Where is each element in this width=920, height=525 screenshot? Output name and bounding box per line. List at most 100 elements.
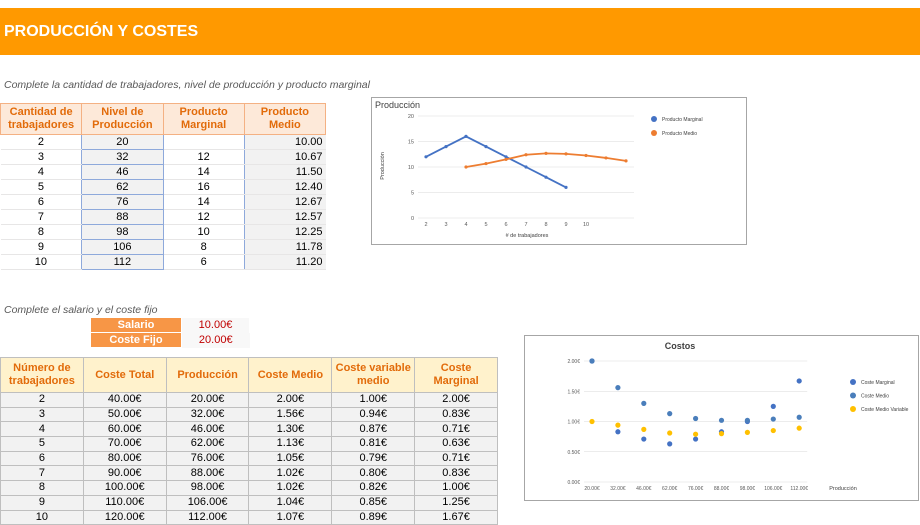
point [641,436,647,442]
cell: Coste Fijo [90,332,182,348]
x-tick-label: 88.00€ [714,486,730,492]
cell: 20.00€ [181,332,250,348]
point [744,429,750,435]
row: 7 90.00€ 88.00€ 1.02€ 0.80€ 0.83€ [0,465,498,482]
chart-title: Costos [665,341,696,351]
row: 10 120.00€ 112.00€ 1.07€ 0.89€ 1.67€ [0,509,498,525]
cell: 2 [0,392,84,408]
line [425,135,567,189]
cell: 60.00€ [82,421,167,438]
instruction: Complete la cantidad de trabajadores, ni… [4,79,370,91]
cell: 14 [162,164,245,180]
point [615,422,621,428]
cell: Salario [90,317,182,333]
legend-label: Producto Medio [662,131,697,137]
cell: 11.50 [244,164,326,180]
y-axis-label: Producción [380,152,386,180]
y-tick-label: 1.00€ [567,420,580,426]
y-tick-label: 0.00€ [567,480,580,486]
point-marker [444,145,448,149]
cell: 98.00€ [165,480,250,496]
x-tick-label: 3 [444,222,447,228]
legend-marker [651,116,657,122]
cell [162,134,245,150]
cell: 9 [0,494,84,511]
point-marker [484,145,488,149]
inputs-table: Salario 10.00€ Coste Fijo 20.00€ [90,317,250,348]
row: 6 80.00€ 76.00€ 1.05€ 0.79€ 0.71€ [0,450,498,467]
point [693,415,699,422]
point-marker [504,157,508,161]
cell: 10 [162,224,245,240]
cell: 100.00€ [82,480,167,496]
point [770,416,776,422]
y-tick-label: 15 [408,140,414,146]
cell: 11.78 [244,239,326,255]
cell: 50.00€ [82,406,167,423]
legend-marker [850,379,856,385]
cell: 4 [0,421,84,438]
cell: 0.87€ [331,421,416,438]
cell: 0.89€ [331,509,416,525]
row: 9 106 8 11.78 [0,239,326,255]
cell: 12.40 [244,179,326,195]
x-tick-label: 10 [583,222,589,228]
cell: 10 [0,254,82,270]
legend-marker [850,392,856,399]
cell: 1.04€ [248,494,333,511]
cell: 0.83€ [414,406,498,423]
cell: 16 [162,179,245,195]
cell: 88.00€ [165,465,250,482]
point-marker [524,165,528,169]
cell: 76 [81,194,164,210]
row: 8 98 10 12.25 [0,224,326,240]
point [796,378,802,384]
column-header: Coste Medio [248,357,333,393]
point-marker [424,155,428,159]
cell: 112.00€ [165,509,250,525]
point [667,441,673,447]
row: 3 50.00€ 32.00€ 1.56€ 0.94€ 0.83€ [0,406,498,423]
cell: 20.00€ [165,392,250,408]
cell: 112 [81,254,164,270]
cell: 10 [0,509,84,525]
row: 4 46 14 11.50 [0,164,326,180]
legend-label: Producto Marginal [662,117,703,123]
point-marker [584,153,588,158]
cell: 10.67 [244,149,326,165]
x-tick-label: 7 [524,222,527,228]
cell: 10.00€ [181,317,250,333]
point-marker [624,159,628,163]
y-tick-label: 1.50€ [567,389,580,395]
cost-table: Número de trabajadores Coste Total Producc… [0,357,498,525]
cell: 98 [81,224,164,240]
x-tick-label: 112.00€ [790,486,808,492]
legend-marker [850,406,856,412]
legend-label: Coste Marginal [861,380,895,386]
cell: 12.57 [244,209,326,225]
cell: 32 [81,149,164,165]
row: 3 32 12 10.67 [0,149,326,165]
point-marker [604,156,608,160]
cell: 0.79€ [331,450,416,467]
row: Salario 10.00€ [90,317,250,333]
point-marker [564,185,568,189]
x-axis-label: # de trabajadores [506,233,549,239]
point-marker [464,165,468,169]
cell: 110.00€ [82,494,167,511]
cost-chart: Costos 0.00€ 0.50€ 1.00€ 1.50€ 2.00€ 20.00€ 32.… [524,335,919,501]
x-tick-label: 4 [464,222,467,228]
row: Coste Fijo 20.00€ [90,332,250,348]
x-tick-label: 98.00€ [740,486,756,492]
cell: 62 [81,179,164,195]
header-row: Número de trabajadores Coste Total Producc… [0,357,498,393]
column-header: Nivel de Producción [81,103,164,135]
cell: 8 [0,480,84,496]
x-axis-label: Producción [829,486,857,492]
legend-label: Coste Medio Variable [861,407,909,413]
cell: 1.67€ [414,509,498,525]
cell: 12.25 [244,224,326,240]
point [770,403,776,409]
cell: 20 [81,134,164,150]
cell: 6 [0,194,82,210]
